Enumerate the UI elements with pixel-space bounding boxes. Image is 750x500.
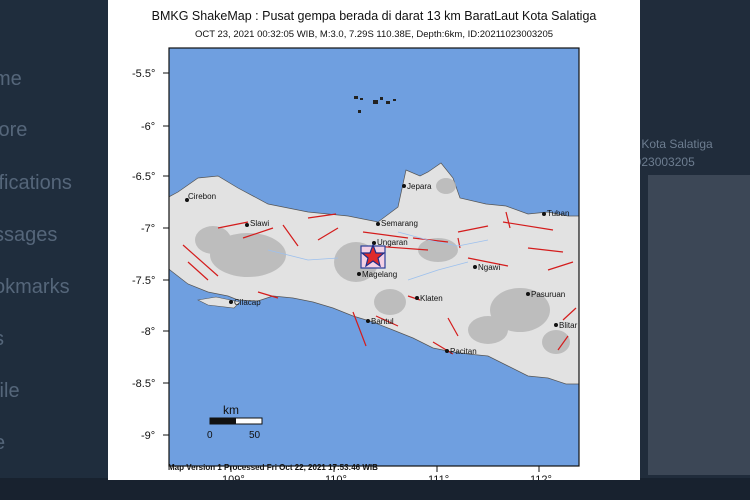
city-dot: [185, 198, 189, 202]
city-label-blitar[interactable]: Blitar: [559, 321, 578, 330]
city-markers: Cirebon Slawi Jepara Semarang Tuban Unga…: [185, 182, 578, 356]
city-dot: [473, 265, 477, 269]
axis-ticks: [163, 72, 540, 472]
background-bottom-bar: [0, 478, 750, 500]
scale-bar: km 0 50: [207, 403, 263, 441]
shakemap-image[interactable]: BMKG ShakeMap : Pusat gempa berada di da…: [108, 0, 640, 480]
lat-label: -6.5°: [132, 171, 155, 183]
lon-label: 111°: [428, 474, 449, 480]
city-label-pacitan[interactable]: Pacitan: [450, 347, 477, 356]
city-label-bantul[interactable]: Bantul: [371, 317, 394, 326]
scale-end: 50: [249, 430, 261, 441]
map-footer: Map Version 1 Processed Fri Oct 22, 2021…: [168, 463, 378, 472]
map-canvas: -5.5° -6° -6.5° -7° -7.5° -8° -8.5° -9° …: [132, 47, 580, 480]
city-label-cirebon[interactable]: Cirebon: [188, 192, 216, 201]
nav-item-notifications[interactable]: ifications: [0, 172, 72, 194]
scale-bar-fill: [210, 418, 236, 424]
city-label-ungaran[interactable]: Ungaran: [377, 238, 408, 247]
city-dot: [542, 212, 546, 216]
city-label-tuban[interactable]: Tuban: [547, 209, 569, 218]
city-dot: [445, 349, 449, 353]
nav-item-messages[interactable]: ssages: [0, 224, 58, 246]
nav-item-more[interactable]: e: [0, 432, 5, 455]
city-dot: [402, 184, 406, 188]
city-label-pasuruan[interactable]: Pasuruan: [531, 290, 565, 299]
lon-label: 112°: [530, 474, 552, 480]
city-label-klaten[interactable]: Klaten: [420, 294, 443, 303]
background-subtitle-text: 1023003205: [628, 155, 695, 169]
city-label-cilacap[interactable]: Cilacap: [234, 298, 261, 307]
city-dot: [376, 222, 380, 226]
lat-label: -8.5°: [132, 378, 155, 390]
nav-item-explore[interactable]: lore: [0, 119, 28, 141]
scale-unit: km: [223, 403, 239, 417]
nav-item-lists[interactable]: s: [0, 328, 4, 351]
lat-label: -7°: [141, 223, 155, 235]
city-label-jepara[interactable]: Jepara: [407, 182, 432, 191]
karimunjawa-islands: [354, 96, 396, 113]
lat-label: -6°: [141, 121, 155, 133]
lat-label: -9°: [141, 430, 155, 442]
epicenter-marker[interactable]: [360, 243, 386, 269]
city-dot: [554, 323, 558, 327]
lon-label: 109°: [222, 474, 245, 480]
map-subtitle: OCT 23, 2021 00:32:05 WIB, M:3.0, 7.29S …: [194, 29, 554, 40]
city-dot: [366, 319, 370, 323]
city-dot: [357, 272, 361, 276]
city-label-ngawi[interactable]: Ngawi: [478, 263, 500, 272]
lat-label: -7.5°: [132, 275, 155, 287]
fault-lines: [182, 211, 577, 355]
lon-label: 110°: [325, 474, 347, 480]
nav-item-profile[interactable]: file: [0, 380, 20, 402]
island-nusakambangan: [197, 296, 241, 309]
city-dot: [526, 292, 530, 296]
nav-item-bookmarks[interactable]: okmarks: [0, 276, 70, 298]
rivers: [267, 231, 489, 281]
background-map-thumbnail: [648, 175, 750, 475]
city-dot: [415, 296, 419, 300]
city-label-slawi[interactable]: Slawi: [250, 219, 269, 228]
city-dot: [229, 300, 233, 304]
map-title: BMKG ShakeMap : Pusat gempa berada di da…: [151, 9, 597, 23]
background-sidebar: me lore ifications ssages okmarks s file…: [0, 0, 108, 500]
scale-start: 0: [207, 430, 213, 441]
background-title-text: at Kota Salatiga: [628, 137, 713, 151]
lat-label: -8°: [141, 326, 155, 338]
lat-label: -5.5°: [132, 68, 155, 80]
star-icon: [360, 243, 386, 268]
nav-item-home[interactable]: me: [0, 68, 22, 90]
city-label-semarang[interactable]: Semarang: [381, 219, 418, 228]
mountain-relief: [195, 178, 570, 354]
city-label-magelang[interactable]: Magelang: [362, 270, 397, 279]
city-dot: [245, 223, 249, 227]
map-frame: [168, 47, 580, 467]
